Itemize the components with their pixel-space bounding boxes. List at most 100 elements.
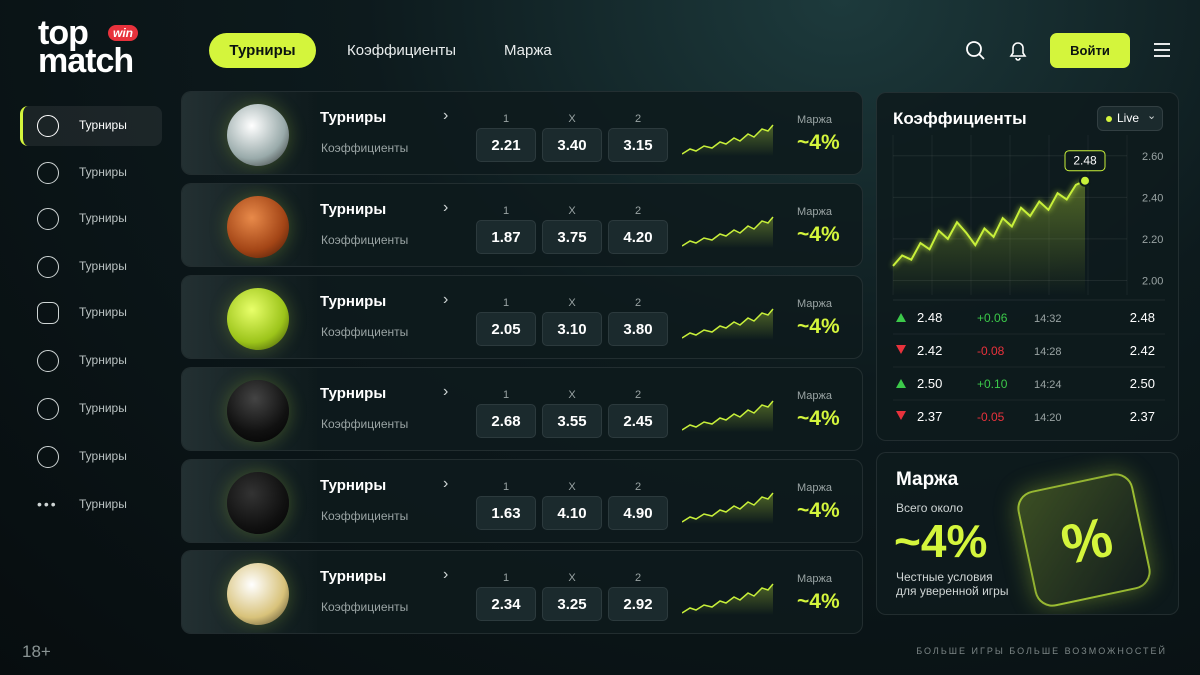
sidebar-icon bbox=[37, 446, 59, 468]
sparkline-area bbox=[682, 125, 773, 156]
margin-panel-value: ~4% bbox=[894, 515, 988, 567]
row-image-ball bbox=[227, 104, 289, 166]
sidebar-item[interactable]: Турниры bbox=[79, 211, 127, 225]
sidebar-icon bbox=[37, 115, 59, 137]
margin-panel: % bbox=[876, 452, 1179, 615]
row-title: Турниры bbox=[320, 293, 387, 310]
margin-label: Маржа bbox=[797, 573, 832, 585]
live-caret: ⌄ bbox=[1147, 110, 1157, 122]
row-chevron: › bbox=[443, 291, 449, 308]
bell-icon bbox=[1009, 42, 1027, 61]
nav-item[interactable]: Маржа bbox=[504, 42, 552, 59]
odd-button[interactable]: 1.87 bbox=[476, 220, 536, 254]
row-chevron: › bbox=[443, 383, 449, 400]
row-subtitle: Коэффициенты bbox=[321, 233, 409, 247]
margin-label: Маржа bbox=[797, 390, 832, 402]
row-image bbox=[182, 276, 317, 358]
odd-button[interactable]: 3.80 bbox=[608, 312, 668, 346]
odd-button[interactable]: 3.15 bbox=[608, 128, 668, 162]
odd-button[interactable]: 2.92 bbox=[608, 587, 668, 621]
margin-label: Маржа bbox=[797, 114, 832, 126]
row-image bbox=[182, 184, 317, 266]
odd-button[interactable]: 1.63 bbox=[476, 496, 536, 530]
row-title: Турниры bbox=[320, 477, 387, 494]
sparkline-area bbox=[682, 493, 773, 524]
odd-button[interactable]: 2.34 bbox=[476, 587, 536, 621]
odd-label: 1 bbox=[502, 389, 510, 401]
margin-value: ~4% bbox=[797, 131, 840, 154]
row-image bbox=[182, 551, 317, 633]
odd-button[interactable]: 2.21 bbox=[476, 128, 536, 162]
sparkline-area bbox=[682, 309, 773, 340]
sparkline bbox=[682, 216, 774, 248]
sidebar-icon bbox=[37, 398, 59, 420]
odd-button[interactable]: 2.68 bbox=[476, 404, 536, 438]
margin-label: Маржа bbox=[797, 298, 832, 310]
odd-label: 1 bbox=[502, 205, 510, 217]
odd-button[interactable]: 4.10 bbox=[542, 496, 602, 530]
odd-button[interactable]: 3.75 bbox=[542, 220, 602, 254]
row-image-ball bbox=[227, 196, 289, 258]
sidebar-icon bbox=[37, 208, 59, 230]
row-title: Турниры bbox=[320, 109, 387, 126]
sidebar-item[interactable]: Турниры bbox=[79, 449, 127, 463]
margin-label: Маржа bbox=[797, 206, 832, 218]
sidebar-icon: ••• bbox=[37, 494, 59, 516]
odd-button[interactable]: 4.20 bbox=[608, 220, 668, 254]
margin-value: ~4% bbox=[797, 315, 840, 338]
sidebar-item[interactable]: Турниры bbox=[79, 497, 127, 511]
login-button[interactable]: Войти bbox=[1050, 33, 1130, 68]
sparkline bbox=[682, 124, 774, 156]
search-icon bbox=[966, 41, 982, 57]
margin-value: ~4% bbox=[797, 407, 840, 430]
margin-value: ~4% bbox=[797, 499, 840, 522]
sidebar-icon bbox=[37, 256, 59, 278]
sidebar-item[interactable]: Турниры bbox=[79, 118, 127, 132]
sparkline-line bbox=[682, 124, 774, 155]
sidebar-item[interactable]: Турниры bbox=[79, 165, 127, 179]
sidebar-item[interactable]: Турниры bbox=[79, 259, 127, 273]
odd-button[interactable]: 3.40 bbox=[542, 128, 602, 162]
row-image-ball bbox=[227, 380, 289, 442]
margin-value: ~4% bbox=[797, 590, 840, 613]
odds-panel-title: Коэффициенты bbox=[893, 109, 1027, 128]
age-label: 18+ bbox=[22, 642, 51, 661]
row-chevron: › bbox=[443, 107, 449, 124]
sidebar-item[interactable]: Турниры bbox=[79, 353, 127, 367]
odd-button[interactable]: 3.55 bbox=[542, 404, 602, 438]
sparkline-line bbox=[682, 492, 774, 523]
sparkline bbox=[682, 400, 774, 432]
sidebar-icon bbox=[37, 350, 59, 372]
odd-button[interactable]: 3.25 bbox=[542, 587, 602, 621]
sparkline-line bbox=[682, 400, 774, 431]
odd-label: X bbox=[568, 113, 576, 125]
odd-button[interactable]: 4.90 bbox=[608, 496, 668, 530]
odd-label: 2 bbox=[634, 113, 642, 125]
odds-panel bbox=[876, 92, 1179, 441]
odd-label: 2 bbox=[634, 481, 642, 493]
row-subtitle: Коэффициенты bbox=[321, 509, 409, 523]
odd-label: 2 bbox=[634, 572, 642, 584]
margin-value: ~4% bbox=[797, 223, 840, 246]
sidebar-item[interactable]: Турниры bbox=[79, 305, 127, 319]
row-subtitle: Коэффициенты bbox=[321, 417, 409, 431]
odd-label: 2 bbox=[634, 297, 642, 309]
odd-label: X bbox=[568, 297, 576, 309]
odd-button[interactable]: 2.45 bbox=[608, 404, 668, 438]
nav-item[interactable]: Коэффициенты bbox=[347, 42, 457, 59]
nav-item[interactable]: Турниры bbox=[209, 33, 316, 68]
logo-bottom: match bbox=[38, 42, 134, 80]
row-title: Турниры bbox=[320, 385, 387, 402]
odd-label: 1 bbox=[502, 297, 510, 309]
odd-button[interactable]: 3.10 bbox=[542, 312, 602, 346]
row-image bbox=[182, 368, 317, 450]
odd-label: 1 bbox=[502, 572, 510, 584]
sidebar-item[interactable]: Турниры bbox=[79, 401, 127, 415]
sparkline-line bbox=[682, 308, 774, 339]
odd-button[interactable]: 2.05 bbox=[476, 312, 536, 346]
margin-panel-note: Честные условия bbox=[896, 570, 993, 584]
row-image bbox=[182, 460, 317, 542]
